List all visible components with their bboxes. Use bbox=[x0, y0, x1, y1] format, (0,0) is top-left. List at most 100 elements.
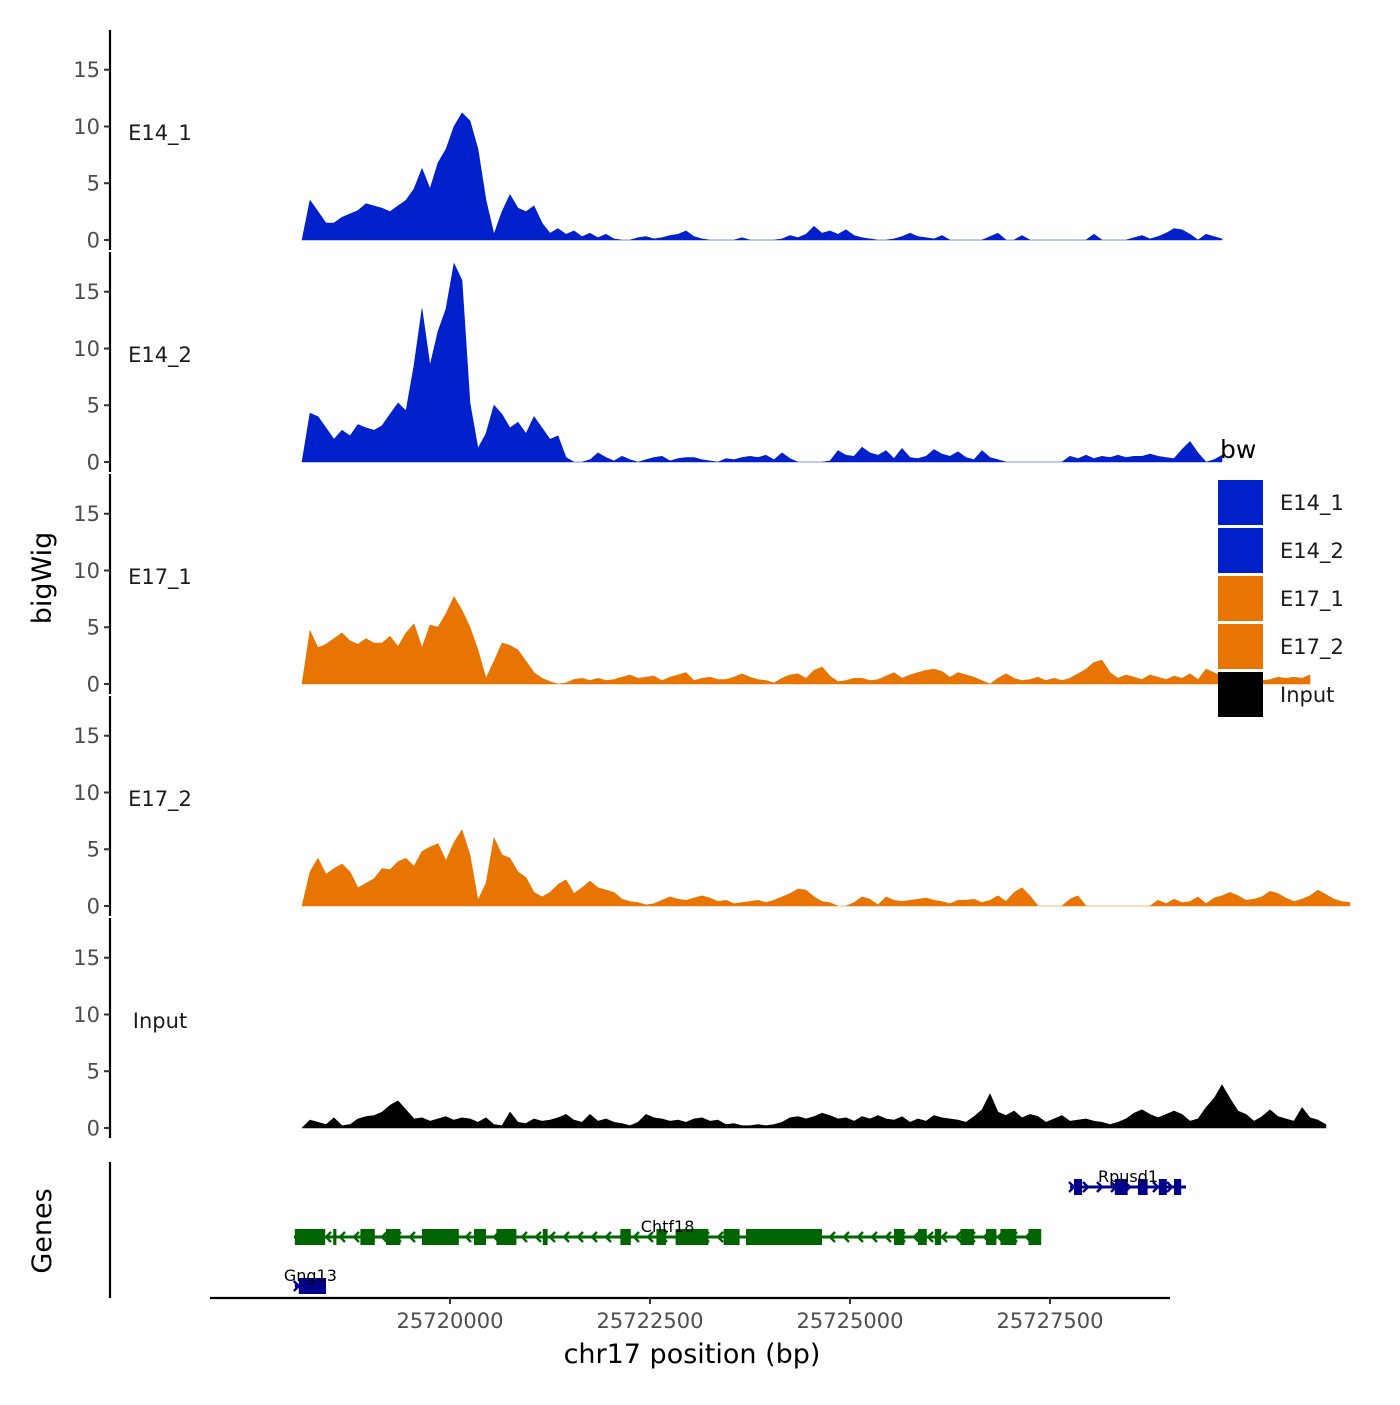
x-tick-label: 25722500 bbox=[597, 1309, 704, 1333]
gene-exon bbox=[960, 1229, 974, 1245]
strand-chevron bbox=[1152, 1181, 1160, 1193]
coverage-area-e17_1 bbox=[301, 596, 1311, 685]
gene-exon bbox=[746, 1229, 822, 1245]
gene-exon bbox=[333, 1229, 337, 1245]
strand-chevron bbox=[408, 1231, 416, 1243]
track-panel-e17_2: 0 5 10 15 E17_2 bbox=[73, 696, 1351, 919]
y-tick-label: 0 bbox=[87, 1117, 100, 1141]
y-tick-label: 5 bbox=[87, 394, 100, 418]
gene-label: Chtf18 bbox=[641, 1217, 695, 1236]
gene-exon bbox=[918, 1229, 927, 1245]
y-tick-label: 0 bbox=[87, 673, 100, 697]
x-tick-label: 25727500 bbox=[997, 1309, 1104, 1333]
gene-exon bbox=[496, 1229, 517, 1245]
strand-chevron bbox=[520, 1231, 528, 1243]
gene-exon bbox=[1028, 1229, 1042, 1245]
gene-rpusd1: Rpusd1 bbox=[1068, 1167, 1186, 1195]
y-tick-label: 10 bbox=[73, 115, 100, 139]
gene-exon bbox=[1138, 1179, 1148, 1195]
gene-exon bbox=[620, 1229, 631, 1245]
gene-exon bbox=[656, 1229, 666, 1245]
legend-label-e14_1: E14_1 bbox=[1280, 491, 1344, 516]
strand-chevron bbox=[576, 1231, 584, 1243]
gene-exon bbox=[986, 1229, 997, 1245]
track-label-e17_1: E17_1 bbox=[128, 565, 192, 590]
genes-axis-title: Genes bbox=[27, 1188, 58, 1273]
x-tick-label: 25720000 bbox=[397, 1309, 504, 1333]
legend-label-input: Input bbox=[1280, 683, 1334, 707]
strand-chevron bbox=[464, 1231, 472, 1243]
strand-chevron bbox=[870, 1231, 878, 1243]
gene-label: Rpusd1 bbox=[1098, 1167, 1158, 1186]
gene-chtf18: Chtf18 bbox=[294, 1217, 1042, 1245]
track-panel-e14_1: 0 5 10 15 E14_1 bbox=[73, 30, 1223, 253]
strand-chevron bbox=[324, 1231, 332, 1243]
y-tick-label: 0 bbox=[87, 451, 100, 475]
y-tick-label: 15 bbox=[73, 280, 100, 304]
track-panel-input: 0 5 10 15 Input bbox=[73, 918, 1327, 1141]
legend-key-e17_2 bbox=[1218, 624, 1263, 669]
gene-exon bbox=[1000, 1229, 1017, 1245]
gene-exon bbox=[934, 1229, 942, 1245]
y-tick-label: 5 bbox=[87, 172, 100, 196]
x-tick-label: 25725000 bbox=[797, 1309, 904, 1333]
track-panel-e14_2: 0 5 10 15 E14_2 bbox=[73, 252, 1223, 475]
strand-chevron bbox=[548, 1231, 556, 1243]
coverage-tracks: 0 5 10 15 E14_1 0 5 10 15 E14_2 0 5 10 15 E17_1 0 5 10 15 E… bbox=[73, 30, 1351, 1141]
y-tick-label: 15 bbox=[73, 58, 100, 82]
coverage-area-e17_2 bbox=[301, 829, 1351, 907]
y-tick-label: 10 bbox=[73, 1003, 100, 1027]
track-panel-e17_1: 0 5 10 15 E17_1 bbox=[73, 474, 1311, 697]
y-tick-label: 5 bbox=[87, 1060, 100, 1084]
legend-key-input bbox=[1218, 672, 1263, 717]
y-tick-label: 10 bbox=[73, 559, 100, 583]
x-axis-title: chr17 position (bp) bbox=[564, 1339, 821, 1370]
y-axis-title: bigWig bbox=[27, 532, 58, 625]
coverage-area-e14_2 bbox=[301, 263, 1223, 463]
gene-exon bbox=[1158, 1179, 1167, 1195]
strand-chevron bbox=[534, 1231, 542, 1243]
strand-chevron bbox=[590, 1231, 598, 1243]
gene-exon bbox=[422, 1229, 459, 1245]
strand-chevron bbox=[632, 1231, 640, 1243]
y-tick-label: 15 bbox=[73, 946, 100, 970]
track-label-e14_1: E14_1 bbox=[128, 121, 192, 146]
y-tick-label: 10 bbox=[73, 337, 100, 361]
strand-chevron bbox=[954, 1231, 962, 1243]
y-tick-label: 0 bbox=[87, 229, 100, 253]
strand-chevron bbox=[926, 1231, 934, 1243]
gene-exon bbox=[1074, 1179, 1082, 1195]
track-label-e17_2: E17_2 bbox=[128, 787, 192, 812]
coverage-area-input bbox=[301, 1084, 1327, 1129]
gene-exon bbox=[294, 1229, 326, 1245]
legend: bw E14_1 E14_2 E17_1 E17_2 Input bbox=[1218, 435, 1344, 717]
gene-exon bbox=[723, 1229, 740, 1245]
gene-label: Gng13 bbox=[284, 1266, 337, 1285]
strand-chevron bbox=[716, 1231, 724, 1243]
legend-title: bw bbox=[1220, 435, 1256, 464]
strand-chevron bbox=[940, 1231, 948, 1243]
strand-chevron bbox=[828, 1231, 836, 1243]
gene-exon bbox=[542, 1229, 548, 1245]
legend-label-e14_2: E14_2 bbox=[1280, 539, 1344, 564]
y-tick-label: 10 bbox=[73, 781, 100, 805]
gene-exon bbox=[894, 1229, 905, 1245]
legend-key-e14_1 bbox=[1218, 480, 1263, 525]
track-label-e14_2: E14_2 bbox=[128, 343, 192, 368]
gene-exon bbox=[298, 1278, 326, 1294]
strand-chevron bbox=[1082, 1181, 1090, 1193]
y-tick-label: 15 bbox=[73, 724, 100, 748]
legend-label-e17_1: E17_1 bbox=[1280, 587, 1344, 612]
track-label-input: Input bbox=[133, 1009, 187, 1033]
gene-exon bbox=[386, 1229, 401, 1245]
x-axis: 25720000 25722500 25725000 25727500 bbox=[210, 1296, 1170, 1333]
strand-chevron bbox=[646, 1231, 654, 1243]
strand-chevron bbox=[604, 1231, 612, 1243]
strand-chevron bbox=[1096, 1181, 1104, 1193]
strand-chevron bbox=[884, 1231, 892, 1243]
gene-exon bbox=[1114, 1179, 1128, 1195]
strand-chevron bbox=[1166, 1181, 1174, 1193]
y-tick-label: 0 bbox=[87, 895, 100, 919]
legend-key-e14_2 bbox=[1218, 528, 1263, 573]
